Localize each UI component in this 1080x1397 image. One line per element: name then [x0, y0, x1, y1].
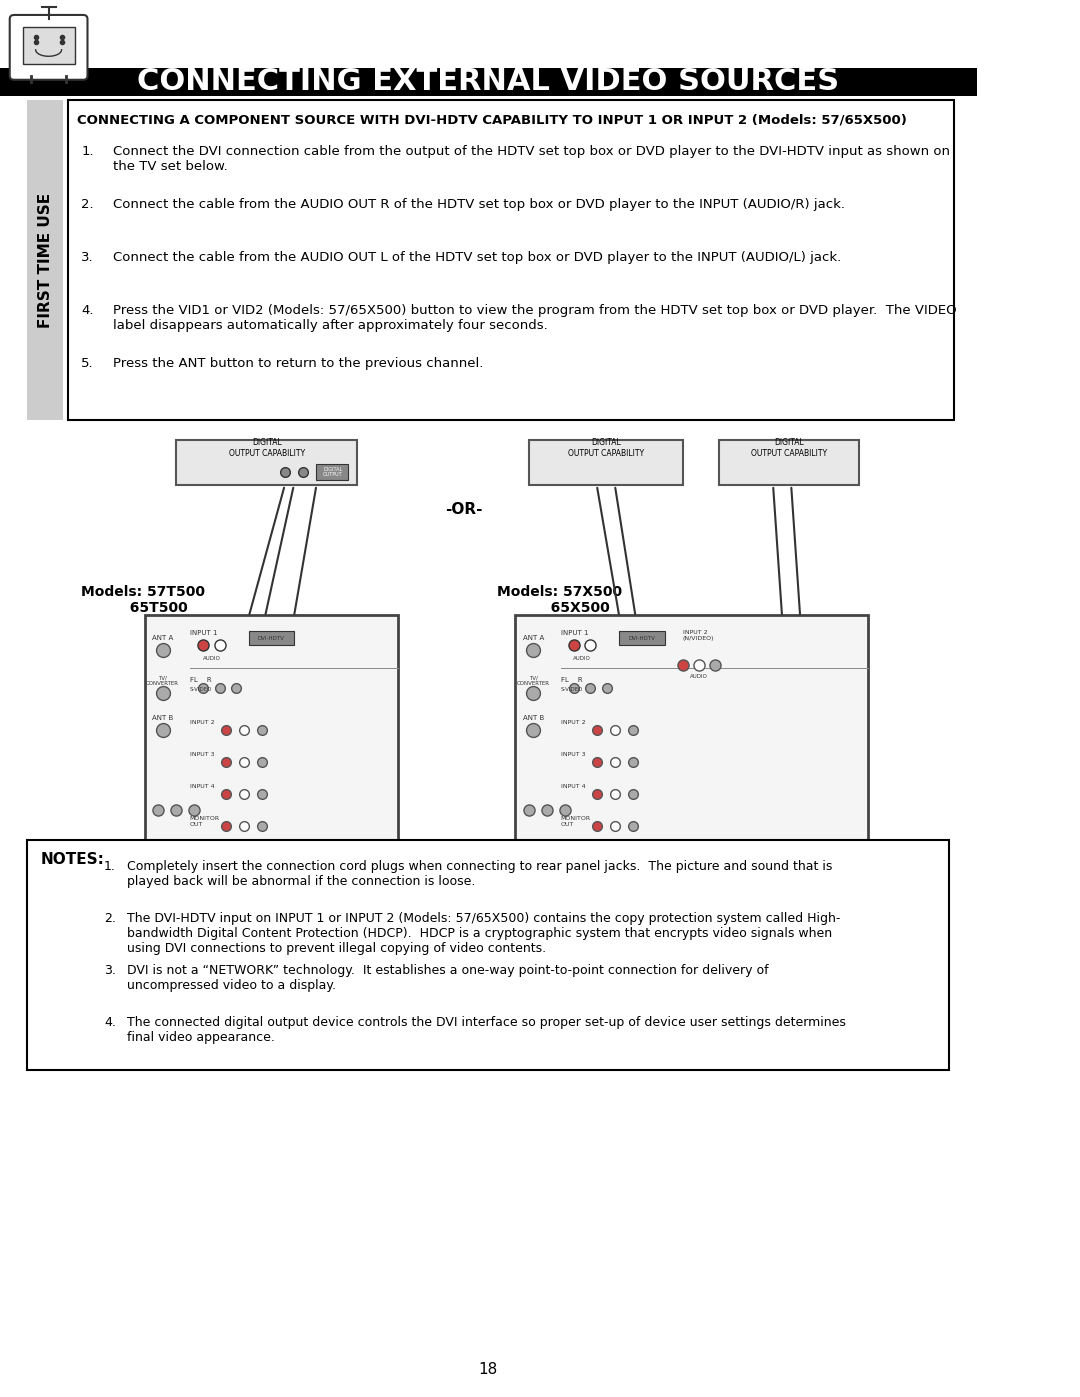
Text: 1.: 1. — [81, 145, 94, 158]
Text: Press the ANT button to return to the previous channel.: Press the ANT button to return to the pr… — [113, 358, 484, 370]
Text: CONNECTING EXTERNAL VIDEO SOURCES: CONNECTING EXTERNAL VIDEO SOURCES — [137, 67, 839, 96]
Text: FL    R: FL R — [190, 678, 212, 683]
Text: DVI-HDTV: DVI-HDTV — [258, 636, 285, 640]
FancyBboxPatch shape — [10, 15, 87, 80]
Bar — [316, 464, 348, 481]
Text: INPUT 4: INPUT 4 — [561, 784, 585, 789]
Bar — [23, 27, 75, 64]
Bar — [68, 101, 954, 420]
Bar — [27, 101, 64, 420]
Text: NOTES:: NOTES: — [41, 852, 105, 868]
Text: INPUT 2: INPUT 2 — [561, 719, 585, 725]
Text: ANT B: ANT B — [152, 715, 174, 721]
Text: Connect the cable from the AUDIO OUT L of the HDTV set top box or DVD player to : Connect the cable from the AUDIO OUT L o… — [113, 251, 841, 264]
Text: TV/
CONVERTER: TV/ CONVERTER — [517, 675, 550, 686]
Text: MONITOR
OUT: MONITOR OUT — [561, 816, 591, 827]
Bar — [145, 615, 397, 849]
Text: INPUT 4: INPUT 4 — [190, 784, 215, 789]
Text: INPUT 3: INPUT 3 — [561, 752, 585, 757]
Text: INPUT 2: INPUT 2 — [190, 719, 215, 725]
Text: 2.: 2. — [104, 912, 116, 925]
Bar — [719, 440, 859, 485]
Bar — [248, 631, 294, 645]
Text: Connect the cable from the AUDIO OUT R of the HDTV set top box or DVD player to : Connect the cable from the AUDIO OUT R o… — [113, 198, 845, 211]
Text: TV/
CONVERTER: TV/ CONVERTER — [146, 675, 179, 686]
Text: DIGITAL
OUTPUT: DIGITAL OUTPUT — [323, 467, 342, 478]
Bar — [0, 68, 976, 96]
Text: Press the VID1 or VID2 (Models: 57/65X500) button to view the program from the H: Press the VID1 or VID2 (Models: 57/65X50… — [113, 305, 957, 332]
Text: DVI-HDTV: DVI-HDTV — [629, 636, 656, 640]
Text: FIRST TIME USE: FIRST TIME USE — [38, 193, 53, 327]
Text: Connect the DVI connection cable from the output of the HDTV set top box or DVD : Connect the DVI connection cable from th… — [113, 145, 950, 173]
Text: MONITOR
OUT: MONITOR OUT — [190, 816, 220, 827]
Text: ANT A: ANT A — [152, 636, 174, 641]
Text: DIGITAL
OUTPUT CAPABILITY: DIGITAL OUTPUT CAPABILITY — [568, 439, 644, 458]
Text: S-VIDEO: S-VIDEO — [190, 687, 213, 692]
Bar — [529, 440, 683, 485]
Bar — [515, 615, 868, 849]
Text: 4.: 4. — [104, 1016, 116, 1030]
Text: DIGITAL
OUTPUT CAPABILITY: DIGITAL OUTPUT CAPABILITY — [751, 439, 827, 458]
Bar — [619, 631, 664, 645]
Text: Completely insert the connection cord plugs when connecting to rear panel jacks.: Completely insert the connection cord pl… — [126, 861, 832, 888]
Text: AUDIO: AUDIO — [573, 655, 591, 661]
Text: 1.: 1. — [104, 861, 116, 873]
Text: FL    R: FL R — [561, 678, 582, 683]
Text: 4.: 4. — [81, 305, 94, 317]
Text: 5.: 5. — [81, 358, 94, 370]
Text: INPUT 2
(N/VIDEO): INPUT 2 (N/VIDEO) — [683, 630, 714, 641]
Text: AUDIO: AUDIO — [203, 655, 220, 661]
Text: CONNECTING A COMPONENT SOURCE WITH DVI-HDTV CAPABILITY TO INPUT 1 OR INPUT 2 (Mo: CONNECTING A COMPONENT SOURCE WITH DVI-H… — [77, 113, 907, 127]
Text: 3.: 3. — [104, 964, 116, 977]
Text: Models: 57X500
           65X500: Models: 57X500 65X500 — [497, 585, 622, 615]
Text: DIGITAL
OUTPUT CAPABILITY: DIGITAL OUTPUT CAPABILITY — [229, 439, 305, 458]
Text: The DVI-HDTV input on INPUT 1 or INPUT 2 (Models: 57/65X500) contains the copy p: The DVI-HDTV input on INPUT 1 or INPUT 2… — [126, 912, 840, 956]
Text: INPUT 1: INPUT 1 — [561, 630, 589, 636]
Text: ANT B: ANT B — [523, 715, 544, 721]
Text: INPUT 1: INPUT 1 — [190, 630, 217, 636]
Text: ANT A: ANT A — [523, 636, 544, 641]
Text: Models: 57T500
          65T500: Models: 57T500 65T500 — [81, 585, 205, 615]
Bar — [176, 440, 357, 485]
Bar — [27, 840, 949, 1070]
Text: 18: 18 — [478, 1362, 498, 1377]
Text: AUDIO: AUDIO — [690, 675, 707, 679]
Text: -OR-: -OR- — [445, 503, 482, 517]
Text: DVI is not a “NETWORK” technology.  It establishes a one-way point-to-point conn: DVI is not a “NETWORK” technology. It es… — [126, 964, 768, 992]
Text: S-VIDEO: S-VIDEO — [561, 687, 583, 692]
Text: 2.: 2. — [81, 198, 94, 211]
Text: INPUT 3: INPUT 3 — [190, 752, 215, 757]
Text: 3.: 3. — [81, 251, 94, 264]
Text: The connected digital output device controls the DVI interface so proper set-up : The connected digital output device cont… — [126, 1016, 846, 1044]
